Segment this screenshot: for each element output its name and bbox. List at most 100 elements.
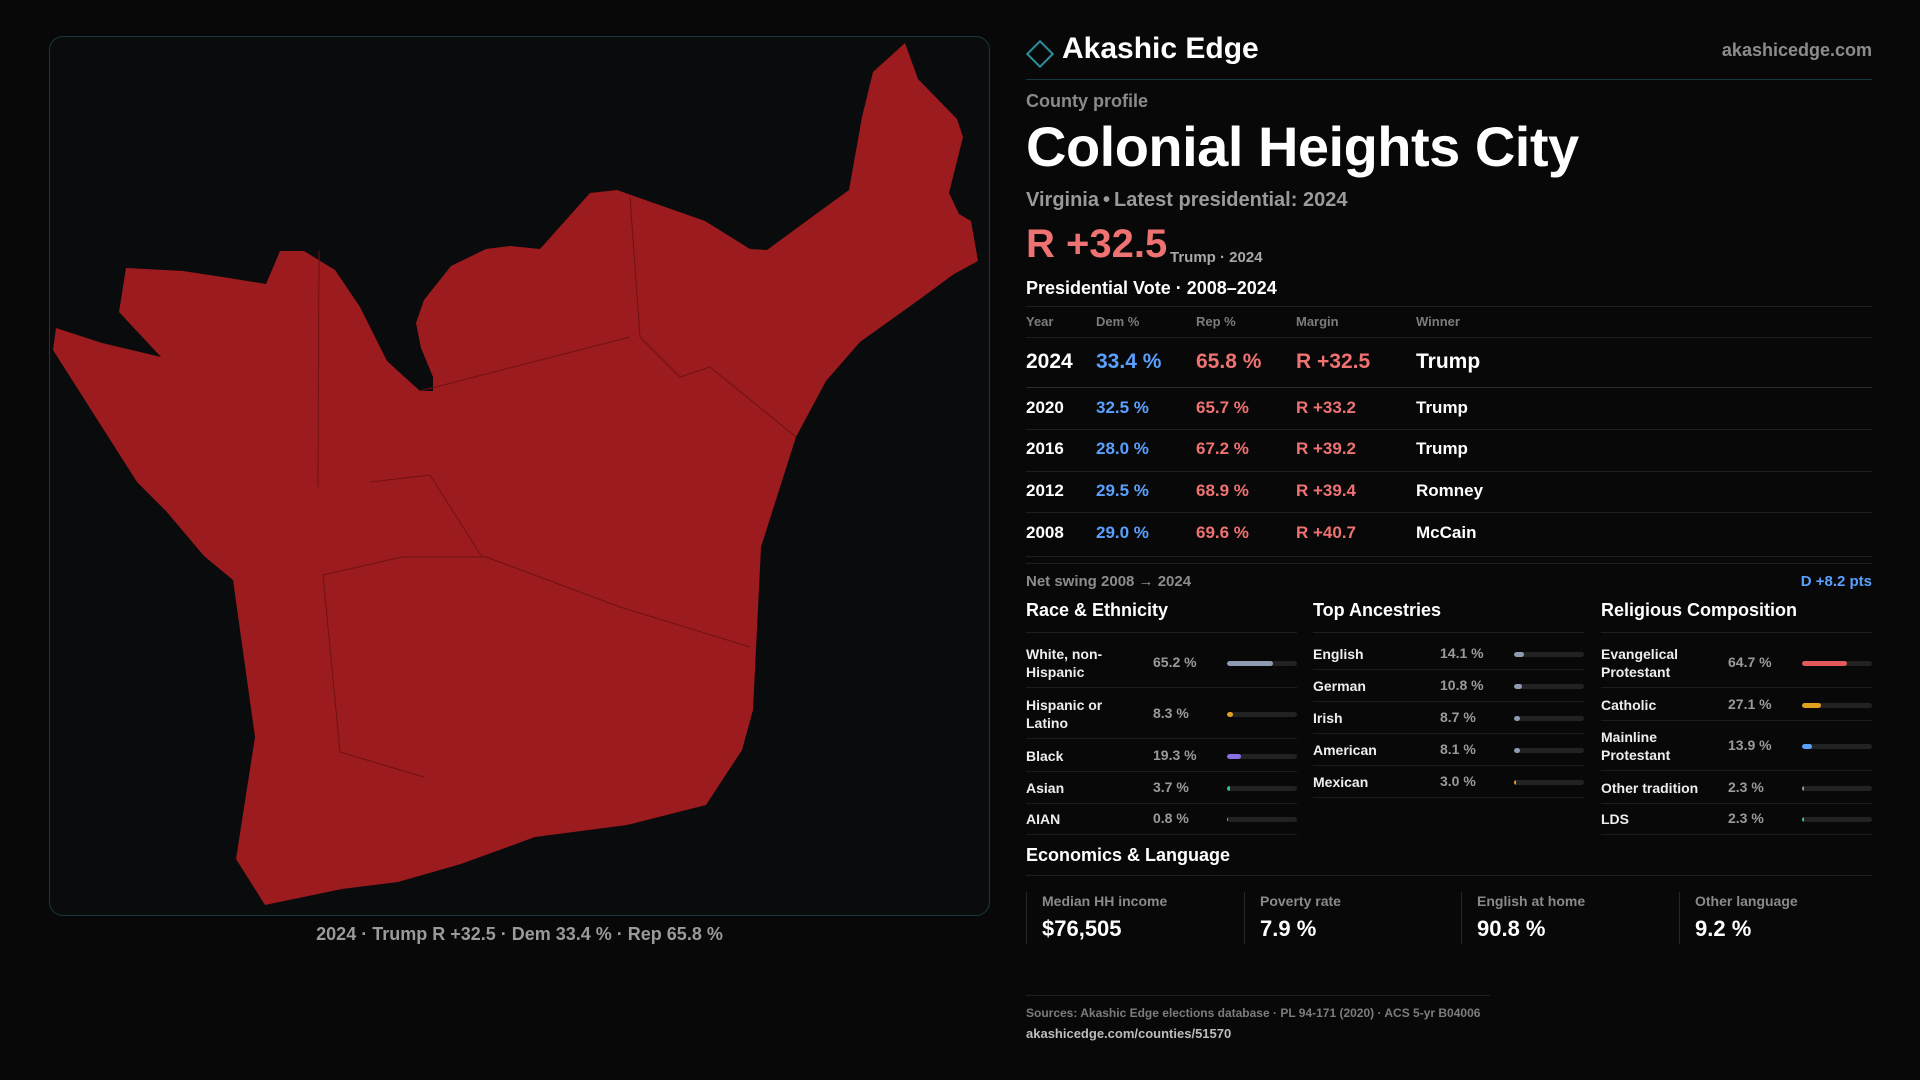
bar-track (1802, 817, 1872, 822)
stat-median-income: Median HH income $76,505 (1026, 892, 1229, 944)
list-item: Catholic 27.1 % (1601, 693, 1872, 721)
bar-fill (1514, 652, 1524, 657)
row-dem: 33.4 % (1096, 350, 1162, 373)
map-caption: 2024 · Trump R +32.5 · Dem 33.4 % · Rep … (316, 924, 723, 944)
item-value: 19.3 % (1153, 747, 1197, 763)
bar-fill (1802, 744, 1812, 749)
list-item: Mainline Protestant 13.9 % (1601, 725, 1872, 771)
list-item: Other tradition 2.3 % (1601, 776, 1872, 804)
net-swing-value: D +8.2 pts (1800, 573, 1872, 590)
row-rep: 68.9 % (1196, 481, 1249, 500)
divider (1026, 512, 1872, 513)
divider (1026, 387, 1872, 388)
bar-track (1802, 786, 1872, 791)
list-item: American 8.1 % (1313, 738, 1584, 766)
bar-fill (1227, 712, 1233, 717)
headline-margin-sub: Trump · 2024 (1170, 249, 1263, 266)
col-header-rep: Rep % (1196, 314, 1236, 329)
row-year: 2020 (1026, 398, 1064, 417)
vote-table-title: Presidential Vote · 2008–2024 (1026, 278, 1277, 298)
item-label: German (1313, 678, 1366, 694)
list-item: LDS 2.3 % (1601, 807, 1872, 835)
footer-url-link[interactable]: akashicedge.com/counties/51570 (1026, 1026, 1232, 1041)
bar-track (1802, 744, 1872, 749)
stat-poverty-rate: Poverty rate 7.9 % (1244, 892, 1447, 944)
item-label: Evangelical Protestant (1601, 646, 1679, 680)
stat-value: $76,505 (1042, 916, 1122, 941)
brand-header: Akashic Edge akashicedge.com (1025, 32, 1872, 80)
bar-track (1227, 712, 1297, 717)
row-dem: 29.0 % (1096, 523, 1149, 542)
bar-fill (1227, 754, 1241, 759)
col-header-year: Year (1026, 314, 1054, 329)
county-shape[interactable] (53, 43, 978, 905)
row-rep: 65.7 % (1196, 398, 1249, 417)
row-year: 2024 (1026, 350, 1073, 373)
section-title: Race & Ethnicity (1026, 600, 1169, 620)
bar-track (1227, 754, 1297, 759)
item-value: 8.3 % (1153, 705, 1189, 721)
row-margin: R +32.5 (1296, 350, 1371, 373)
item-label: AIAN (1026, 811, 1061, 827)
item-label: American (1313, 742, 1377, 758)
stat-label: Median HH income (1042, 893, 1168, 909)
footer-divider (1026, 995, 1490, 996)
divider (1313, 632, 1584, 633)
row-winner: Trump (1416, 350, 1481, 373)
divider (1026, 556, 1872, 557)
bar-track (1514, 684, 1584, 689)
item-label: Irish (1313, 710, 1343, 726)
diamond-logo-icon (1025, 39, 1055, 69)
profile-kicker: County profile (1026, 91, 1148, 111)
row-rep: 69.6 % (1196, 523, 1249, 542)
item-label: Mexican (1313, 774, 1369, 790)
list-item: Irish 8.7 % (1313, 706, 1584, 734)
bar-fill (1514, 780, 1517, 785)
divider (1026, 337, 1872, 338)
stat-other-language: Other language 9.2 % (1679, 892, 1882, 944)
item-value: 8.1 % (1440, 741, 1476, 757)
divider (1026, 306, 1872, 307)
row-rep: 67.2 % (1196, 439, 1249, 458)
row-dem: 28.0 % (1096, 439, 1149, 458)
bar-track (1802, 703, 1872, 708)
item-value: 27.1 % (1728, 696, 1772, 712)
bar-track (1227, 786, 1297, 791)
col-header-winner: Winner (1416, 314, 1460, 329)
bar-fill (1227, 786, 1230, 791)
county-map-panel[interactable] (49, 36, 990, 916)
row-dem: 32.5 % (1096, 398, 1149, 417)
divider (1601, 632, 1872, 633)
profile-subtitle: Virginia • Latest presidential: 2024 (1026, 189, 1348, 211)
col-header-dem: Dem % (1096, 314, 1140, 329)
list-item: Mexican 3.0 % (1313, 770, 1584, 798)
row-winner: Trump (1416, 398, 1468, 417)
bar-fill (1227, 661, 1273, 666)
bar-track (1514, 716, 1584, 721)
bar-track (1514, 748, 1584, 753)
bar-fill (1802, 661, 1848, 666)
bar-fill (1514, 716, 1521, 721)
list-item: Black 19.3 % (1026, 744, 1297, 772)
state-name: Virginia (1026, 189, 1099, 211)
item-label: Other tradition (1601, 780, 1699, 796)
item-value: 2.3 % (1728, 779, 1764, 795)
bar-track (1514, 780, 1584, 785)
bar-fill (1802, 703, 1821, 708)
county-map[interactable] (50, 37, 990, 916)
economics-title: Economics & Language (1026, 845, 1231, 865)
list-item: AIAN 0.8 % (1026, 807, 1297, 835)
item-label: Catholic (1601, 697, 1657, 713)
stat-english-at-home: English at home 90.8 % (1461, 892, 1664, 944)
row-year: 2008 (1026, 523, 1064, 542)
section-title: Top Ancestries (1313, 600, 1442, 620)
row-year: 2012 (1026, 481, 1064, 500)
page-title: Colonial Heights City (1026, 115, 1579, 178)
bar-fill (1802, 817, 1804, 822)
item-value: 2.3 % (1728, 810, 1764, 826)
row-margin: R +33.2 (1296, 398, 1357, 417)
list-item: Hispanic or Latino 8.3 % (1026, 693, 1297, 739)
brand-url-link[interactable]: akashicedge.com (1721, 40, 1872, 60)
bar-fill (1227, 817, 1229, 822)
item-label: Asian (1026, 780, 1065, 796)
